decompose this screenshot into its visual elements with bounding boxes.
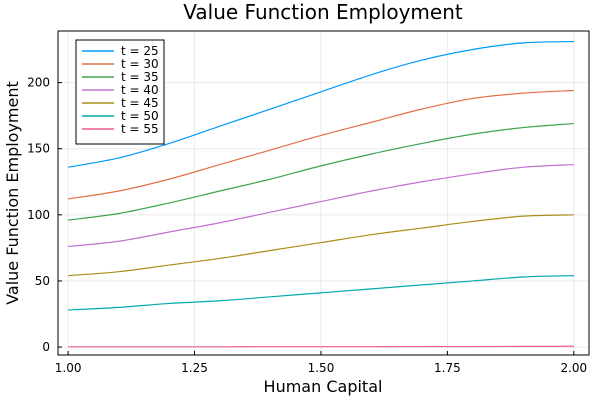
chart-title: Value Function Employment <box>183 0 463 24</box>
y-tick-label: 0 <box>42 340 50 354</box>
legend-label: t = 30 <box>121 57 159 71</box>
x-tick-label: 1.50 <box>308 361 335 375</box>
y-axis-label: Value Function Employment <box>3 81 22 305</box>
series-line-t-30 <box>68 89 574 200</box>
plot-frame <box>57 30 590 356</box>
legend-label: t = 50 <box>121 109 159 123</box>
legend-label: t = 45 <box>121 96 159 110</box>
series-lines <box>68 40 574 348</box>
y-tick-label: 200 <box>27 76 50 90</box>
legend: t = 25t = 30t = 35t = 40t = 45t = 50t = … <box>75 39 165 145</box>
series-line-t-40 <box>68 163 574 248</box>
y-tick-label: 150 <box>27 142 50 156</box>
legend-label: t = 55 <box>121 122 159 136</box>
series-line-t-35 <box>68 122 574 221</box>
legend-label: t = 25 <box>121 44 159 58</box>
y-tick-label: 50 <box>35 274 50 288</box>
series-line-t-55 <box>68 345 574 348</box>
series-line-t-50 <box>68 275 574 311</box>
legend-label: t = 35 <box>121 70 159 84</box>
legend-box <box>75 39 165 145</box>
axis-ticks: 1.00 1.25 1.50 1.75 2.00 0 50 100 150 200 <box>27 76 587 375</box>
series-line-t-45 <box>68 214 574 277</box>
x-tick-label: 1.75 <box>434 361 461 375</box>
x-tick-label: 1.25 <box>181 361 208 375</box>
x-axis-label: Human Capital <box>264 377 383 396</box>
x-tick-label: 1.00 <box>55 361 82 375</box>
x-tick-label: 2.00 <box>560 361 587 375</box>
series-line-t-25 <box>68 40 574 168</box>
legend-label: t = 40 <box>121 83 159 97</box>
y-tick-label: 100 <box>27 208 50 222</box>
